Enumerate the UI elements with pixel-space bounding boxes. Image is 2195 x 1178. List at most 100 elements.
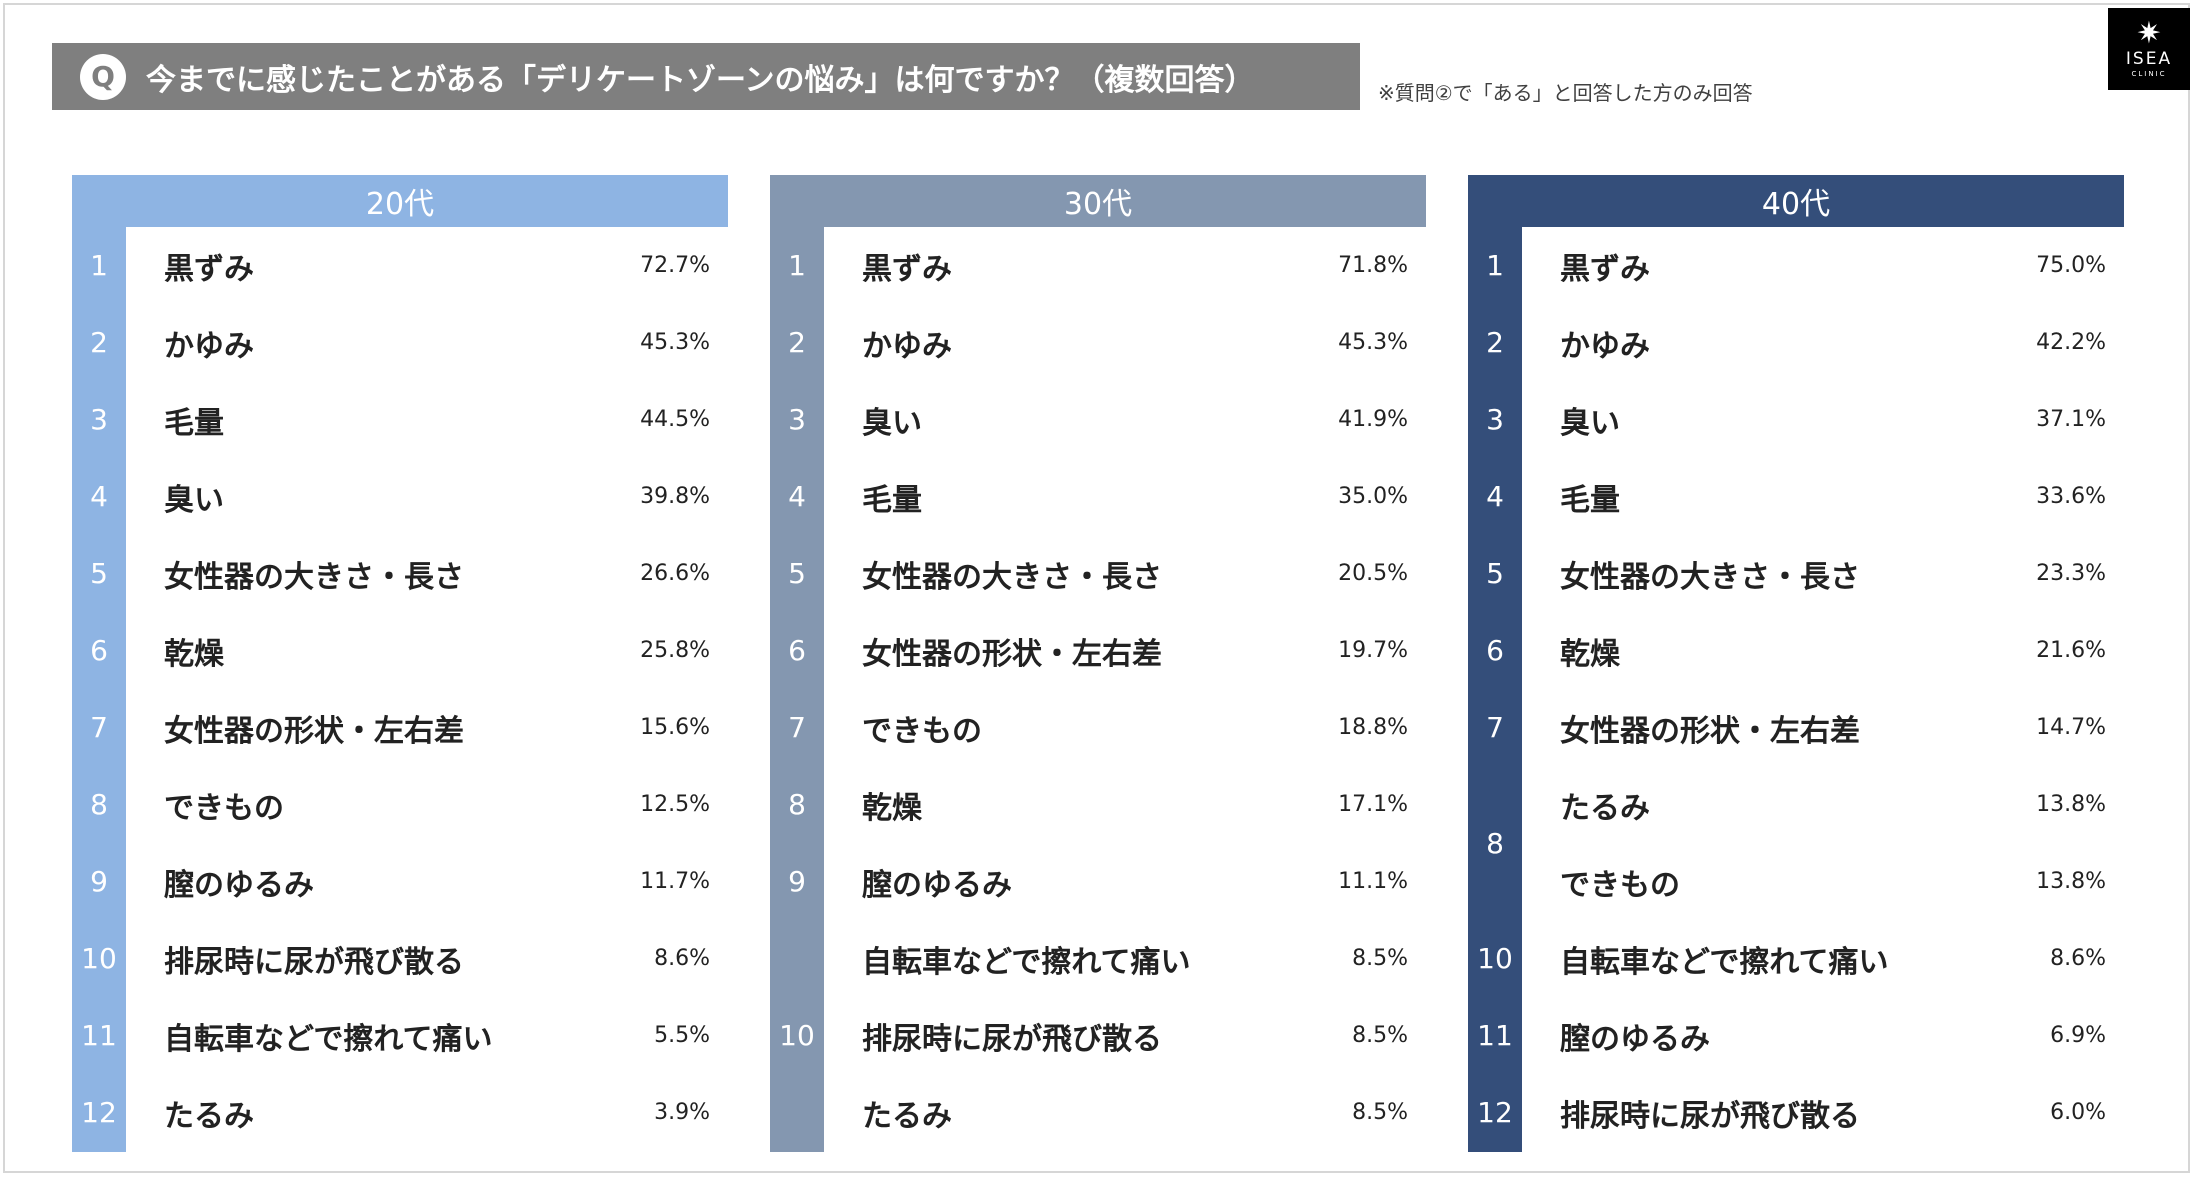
table-row: 7 女性器の形状・左右差 14.7%: [1468, 689, 2124, 766]
slide-frame: [3, 3, 2190, 1173]
table-row: 2 かゆみ 42.2%: [1468, 304, 2124, 381]
table-row: 9 膣のゆるみ 11.1%: [770, 843, 1426, 920]
table-row: 4 毛量 33.6%: [1468, 458, 2124, 535]
rank-number: 8: [788, 788, 806, 821]
item-value: 6.0%: [2050, 1100, 2106, 1125]
rank-number: 2: [90, 326, 108, 359]
rank-number: 1: [788, 249, 806, 282]
item-label: 臭い: [1560, 405, 1620, 441]
logo-name: ISEA: [2125, 49, 2173, 69]
table-row: 11 膣のゆるみ 6.9%: [1468, 997, 2124, 1074]
rank-number: 6: [788, 634, 806, 667]
rank-number: 2: [1486, 326, 1504, 359]
table-row: 12 排尿時に尿が飛び散る 6.0%: [1468, 1074, 2124, 1151]
rank-number: 4: [1486, 480, 1504, 513]
item-value: 15.6%: [640, 715, 710, 740]
rank-number: 6: [1486, 634, 1504, 667]
item-label: 乾燥: [862, 790, 922, 826]
item-value: 35.0%: [1338, 484, 1408, 509]
item-value: 25.8%: [640, 638, 710, 663]
question-bar: Q 今までに感じたことがある「デリケートゾーンの悩み」は何ですか？（複数回答）: [52, 43, 1360, 110]
item-value: 8.5%: [1352, 1023, 1408, 1048]
table-row: 3 臭い 41.9%: [770, 381, 1426, 458]
item-label: できもの: [862, 713, 982, 749]
table-row: 6 女性器の形状・左右差 19.7%: [770, 612, 1426, 689]
rank-number: 1: [90, 249, 108, 282]
footnote: ※質問②で「ある」と回答した方のみ回答: [1378, 81, 1753, 105]
rank-number: 3: [90, 403, 108, 436]
item-label: たるみ: [862, 1098, 952, 1134]
item-value: 8.5%: [1352, 946, 1408, 971]
rank-number: 7: [90, 711, 108, 744]
column-header: 20代: [72, 175, 728, 227]
item-value: 72.7%: [640, 253, 710, 278]
item-value: 11.7%: [640, 869, 710, 894]
item-label: かゆみ: [1560, 328, 1650, 364]
rank-number: 4: [788, 480, 806, 513]
item-label: 乾燥: [1560, 636, 1620, 672]
rank-number-merged: 8: [1486, 826, 1504, 860]
rank-number: 1: [1486, 249, 1504, 282]
rank-number: 4: [90, 480, 108, 513]
item-value: 8.6%: [2050, 946, 2106, 971]
item-value: 13.8%: [2036, 869, 2106, 894]
table-row: 8 できもの 12.5%: [72, 766, 728, 843]
item-value: 18.8%: [1338, 715, 1408, 740]
table-row: 8 乾燥 17.1%: [770, 766, 1426, 843]
item-value: 71.8%: [1338, 253, 1408, 278]
item-label: 自転車などで擦れて痛い: [862, 944, 1191, 980]
logo-sub: CLINIC: [2131, 70, 2167, 78]
rank-number: 9: [788, 865, 806, 898]
rank-number: 12: [1477, 1096, 1513, 1129]
item-value: 45.3%: [1338, 330, 1408, 355]
item-value: 33.6%: [2036, 484, 2106, 509]
item-value: 23.3%: [2036, 561, 2106, 586]
item-value: 6.9%: [2050, 1023, 2106, 1048]
item-label: かゆみ: [862, 328, 952, 364]
rank-number: 3: [788, 403, 806, 436]
item-value: 14.7%: [2036, 715, 2106, 740]
question-text: 今までに感じたことがある「デリケートゾーンの悩み」は何ですか？（複数回答）: [146, 62, 1255, 98]
item-label: 毛量: [862, 482, 922, 518]
table-row: 5 女性器の大きさ・長さ 23.3%: [1468, 535, 2124, 612]
item-label: 黒ずみ: [1560, 251, 1650, 287]
rank-number: 7: [1486, 711, 1504, 744]
table-row: たるみ 8.5%: [770, 1074, 1426, 1151]
rank-number: [770, 920, 824, 997]
table-row: 10 排尿時に尿が飛び散る 8.6%: [72, 920, 728, 997]
item-label: 自転車などで擦れて痛い: [1560, 944, 1889, 980]
rank-number: 5: [1486, 557, 1504, 590]
item-label: 乾燥: [164, 636, 224, 672]
item-value: 75.0%: [2036, 253, 2106, 278]
rank-number: 10: [779, 1019, 815, 1052]
column-header: 30代: [770, 175, 1426, 227]
column-header: 40代: [1468, 175, 2124, 227]
rank-number: 8: [90, 788, 108, 821]
item-label: できもの: [1560, 867, 1680, 903]
item-value: 8.5%: [1352, 1100, 1408, 1125]
item-value: 11.1%: [1338, 869, 1408, 894]
item-value: 44.5%: [640, 407, 710, 432]
item-label: 女性器の大きさ・長さ: [164, 559, 464, 595]
table-row: 2 かゆみ 45.3%: [770, 304, 1426, 381]
item-value: 19.7%: [1338, 638, 1408, 663]
rank-number: 3: [1486, 403, 1504, 436]
item-value: 12.5%: [640, 792, 710, 817]
item-label: 女性器の大きさ・長さ: [1560, 559, 1860, 595]
table-row: 11 自転車などで擦れて痛い 5.5%: [72, 997, 728, 1074]
item-label: 膣のゆるみ: [1560, 1021, 1710, 1057]
table-row: できもの 13.8%: [1468, 843, 2124, 920]
table-row: 2 かゆみ 45.3%: [72, 304, 728, 381]
item-value: 37.1%: [2036, 407, 2106, 432]
item-label: 黒ずみ: [862, 251, 952, 287]
table-row: 3 毛量 44.5%: [72, 381, 728, 458]
table-row: たるみ 13.8%: [1468, 766, 2124, 843]
item-label: 女性器の形状・左右差: [1560, 713, 1860, 749]
rank-strip: [770, 227, 824, 1152]
rank-strip: [72, 227, 126, 1152]
item-value: 41.9%: [1338, 407, 1408, 432]
rank-number: 9: [90, 865, 108, 898]
item-label: 排尿時に尿が飛び散る: [1560, 1098, 1860, 1134]
rank-number: 2: [788, 326, 806, 359]
item-value: 42.2%: [2036, 330, 2106, 355]
